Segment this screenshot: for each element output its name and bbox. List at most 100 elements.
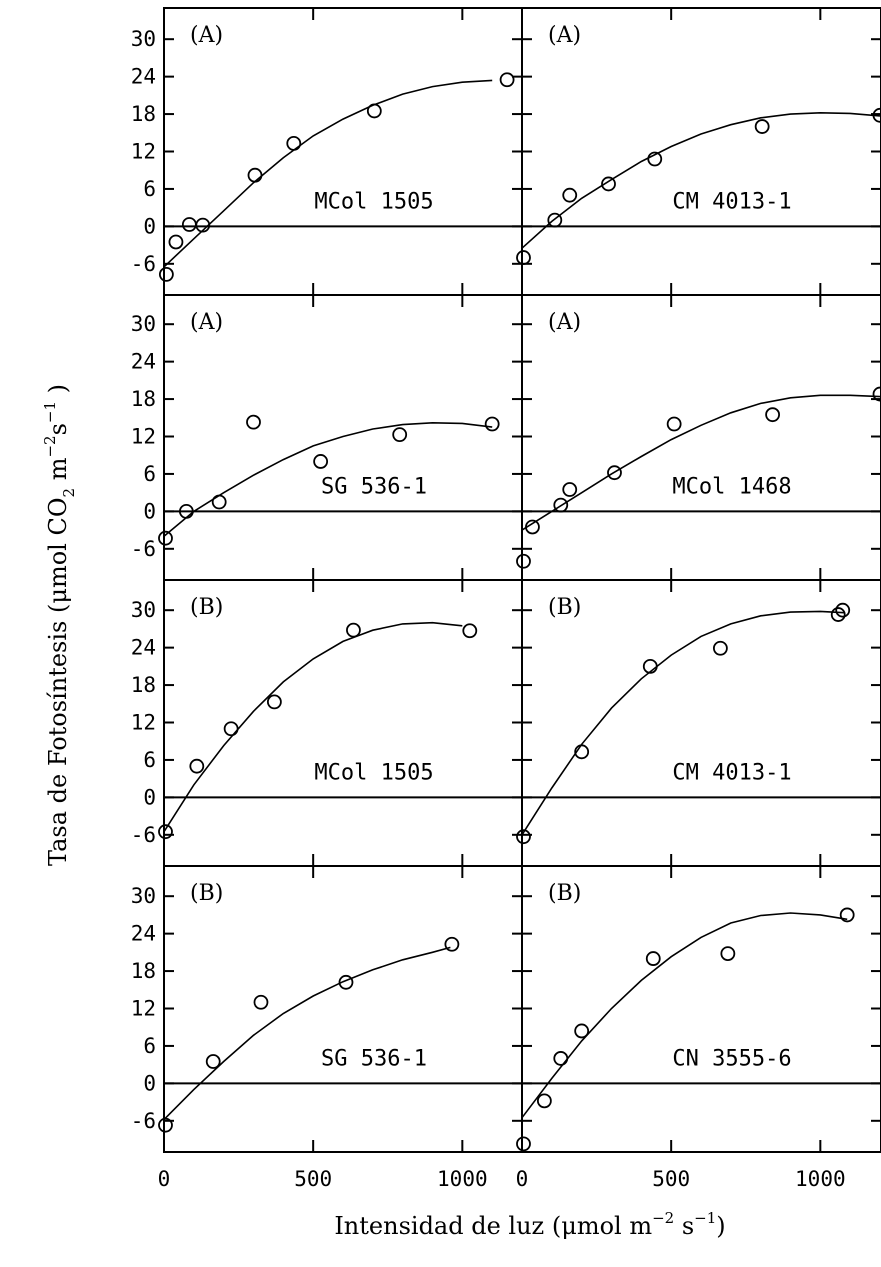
fit-curve [521, 912, 848, 1119]
y-tick-label: -6 [131, 252, 156, 276]
data-point [562, 187, 578, 203]
fit-curve [521, 610, 845, 836]
y-tick-label: 0 [143, 785, 156, 809]
data-point [313, 454, 329, 469]
panel-tag: (A) [190, 23, 223, 48]
y-tick-label: 18 [131, 959, 156, 983]
panel-tag: (A) [548, 310, 581, 335]
panel-frame [521, 294, 881, 581]
y-tick-label: 0 [143, 499, 156, 523]
x-tick-label: 500 [294, 1167, 332, 1191]
data-point [499, 72, 515, 88]
data-point [484, 416, 500, 432]
x-tick-label: 500 [652, 1167, 690, 1191]
y-tick-label: 6 [143, 748, 156, 772]
panel-5: -6 0 6 12 18 24 30 (B) MCol 1505 [131, 579, 523, 867]
data-point [765, 407, 780, 423]
y-tick-label: 18 [131, 387, 156, 411]
panel-frame [163, 865, 523, 1153]
data-point [158, 824, 173, 840]
y-tick-label: 24 [131, 922, 156, 946]
y-tick-label: 6 [143, 177, 156, 201]
x-tick-label: 0 [158, 1167, 171, 1191]
data-point [553, 497, 569, 513]
panel-name: SG 536-1 [321, 474, 427, 499]
data-point [516, 250, 531, 265]
panel-name: CM 4013-1 [672, 760, 791, 785]
panel-3: -6 0 6 12 18 24 30 (A) SG 536-1 [131, 294, 523, 581]
data-point [247, 167, 263, 183]
panel-name: MCol 1505 [314, 189, 433, 214]
panel-tag: (B) [190, 595, 223, 620]
data-point [211, 494, 227, 510]
data-point [158, 267, 174, 282]
data-point [642, 658, 658, 674]
data-point [462, 623, 478, 639]
data-point [158, 1117, 173, 1133]
data-point [872, 107, 881, 123]
data-point [223, 721, 239, 737]
panel-frame [163, 7, 523, 296]
panel-tag: (B) [548, 881, 581, 906]
panel-tag: (A) [548, 23, 581, 48]
y-tick-label: 0 [143, 214, 156, 238]
data-point [574, 744, 590, 760]
fit-curve [521, 111, 881, 249]
data-point [286, 135, 302, 151]
data-point [168, 234, 184, 250]
data-point [720, 946, 736, 961]
y-tick-label: -6 [131, 823, 156, 847]
x-tick-label: 1000 [437, 1167, 488, 1191]
y-tick-label: 30 [131, 598, 156, 622]
data-point [246, 414, 261, 430]
data-point [562, 482, 578, 497]
data-point [178, 503, 194, 519]
data-point [666, 416, 682, 432]
data-point [601, 176, 616, 192]
fit-curve [521, 394, 881, 531]
fit-curve [163, 79, 493, 268]
y-tick-label: 6 [143, 462, 156, 486]
panel-6: (B) CM 4013-1 [516, 579, 881, 867]
data-point [516, 829, 531, 845]
data-point [872, 386, 881, 402]
fit-curve [163, 946, 451, 1121]
data-point [392, 427, 408, 443]
data-point [516, 553, 531, 569]
panel-frame [163, 579, 523, 867]
y-tick-label: 18 [131, 102, 156, 126]
data-point [647, 151, 663, 167]
data-point [645, 951, 661, 966]
panel-frame [521, 7, 881, 296]
y-tick-label: 24 [131, 65, 156, 89]
data-point [525, 519, 540, 535]
data-point [516, 1136, 531, 1152]
panel-name: CM 4013-1 [672, 189, 791, 214]
data-point [181, 217, 197, 232]
panel-name: MCol 1468 [672, 474, 791, 499]
data-point [547, 212, 563, 228]
data-point [712, 640, 728, 656]
y-tick-label: 24 [131, 636, 156, 660]
data-point [338, 974, 354, 990]
panel-frame [163, 294, 523, 581]
data-point [266, 694, 282, 710]
y-tick-label: 30 [131, 884, 156, 908]
y-tick-label: -6 [131, 1109, 156, 1133]
panel-tag: (B) [548, 595, 581, 620]
y-tick-label: 0 [143, 1071, 156, 1095]
data-point [253, 994, 269, 1010]
data-point [366, 103, 382, 119]
data-point [830, 607, 846, 622]
panel-name: CN 3555-6 [672, 1046, 791, 1071]
x-axis-title: Intensidad de luz (μmol m−2 s−1) [334, 1209, 725, 1240]
y-tick-label: 12 [131, 997, 156, 1021]
y-tick-label: 12 [131, 140, 156, 164]
data-point [574, 1023, 590, 1039]
panel-frame [521, 865, 881, 1153]
data-point [553, 1051, 569, 1066]
y-axis-title: Tasa de Fotosíntesis (μmol CO2 m−2s−1 ) [41, 384, 78, 866]
x-tick-label: 0 [516, 1167, 529, 1191]
panel-tag: (A) [190, 310, 223, 335]
fit-curve [163, 621, 463, 833]
